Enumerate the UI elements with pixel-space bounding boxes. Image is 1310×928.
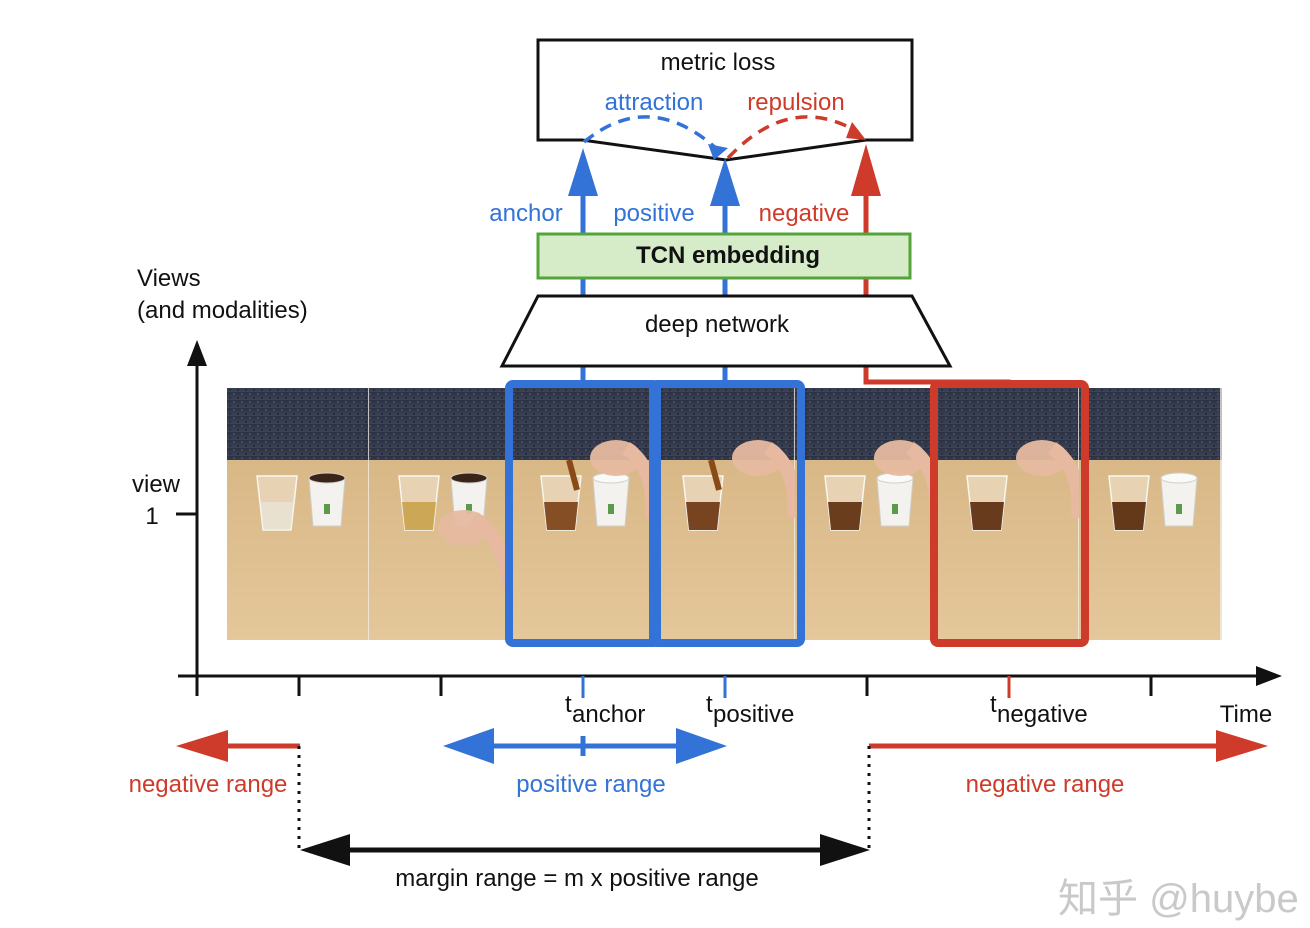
margin-range-label: margin range = m x positive range <box>395 865 759 892</box>
repulsion-label: repulsion <box>747 89 844 116</box>
attraction-arrowhead <box>708 144 728 160</box>
svg-text:positive: positive <box>713 701 794 728</box>
view-tick-label-line1: view <box>132 471 181 498</box>
positive-range-arrow <box>443 728 727 764</box>
frame-1 <box>227 388 370 640</box>
repulsion-arc <box>726 115 859 160</box>
frame-6 <box>937 388 1086 640</box>
anchor-label: anchor <box>489 200 562 227</box>
negative-connector <box>851 144 1011 385</box>
negative-range-left-label: negative range <box>129 771 288 798</box>
t-anchor-label: t anchor <box>565 691 645 728</box>
time-axis-label: Time <box>1220 701 1272 728</box>
negative-range-right-label: negative range <box>966 771 1125 798</box>
svg-text:negative: negative <box>997 701 1088 728</box>
attraction-label: attraction <box>605 89 704 116</box>
video-frames-strip <box>227 380 1222 647</box>
y-axis-title-line2: (and modalities) <box>137 297 308 324</box>
frame-7 <box>1079 388 1222 640</box>
metric-loss-title: metric loss <box>661 49 776 76</box>
tcn-embedding-label: TCN embedding <box>636 242 820 269</box>
deep-network-label: deep network <box>645 311 790 338</box>
margin-range-arrow <box>300 834 870 866</box>
repulsion-arrowhead <box>846 122 866 140</box>
tcn-embedding-box: TCN embedding <box>536 232 912 280</box>
negative-label: negative <box>759 200 850 227</box>
y-axis-title-line1: Views <box>137 265 201 292</box>
frame-3 <box>511 388 660 640</box>
attraction-arc <box>582 115 720 152</box>
frame-4 <box>653 388 802 640</box>
svg-text:anchor: anchor <box>572 701 645 728</box>
positive-range-label: positive range <box>516 771 665 798</box>
t-negative-label: t negative <box>990 691 1088 728</box>
frame-5 <box>795 388 944 640</box>
frame-2 <box>369 388 517 640</box>
deep-network-box: deep network <box>499 294 953 368</box>
negative-range-right-arrow <box>869 730 1268 762</box>
svg-text:t: t <box>706 691 713 718</box>
negative-range-left-arrow <box>176 730 300 762</box>
t-positive-label: t positive <box>706 691 794 728</box>
x-axis <box>178 666 1282 698</box>
positive-label: positive <box>613 200 694 227</box>
y-axis <box>176 340 207 676</box>
view-tick-label-line2: 1 <box>145 503 158 530</box>
metric-loss-box: metric loss attraction repulsion <box>536 38 914 162</box>
svg-text:t: t <box>990 691 997 718</box>
svg-text:t: t <box>565 691 572 718</box>
watermark-text: 知乎 @huybe <box>1058 877 1299 921</box>
